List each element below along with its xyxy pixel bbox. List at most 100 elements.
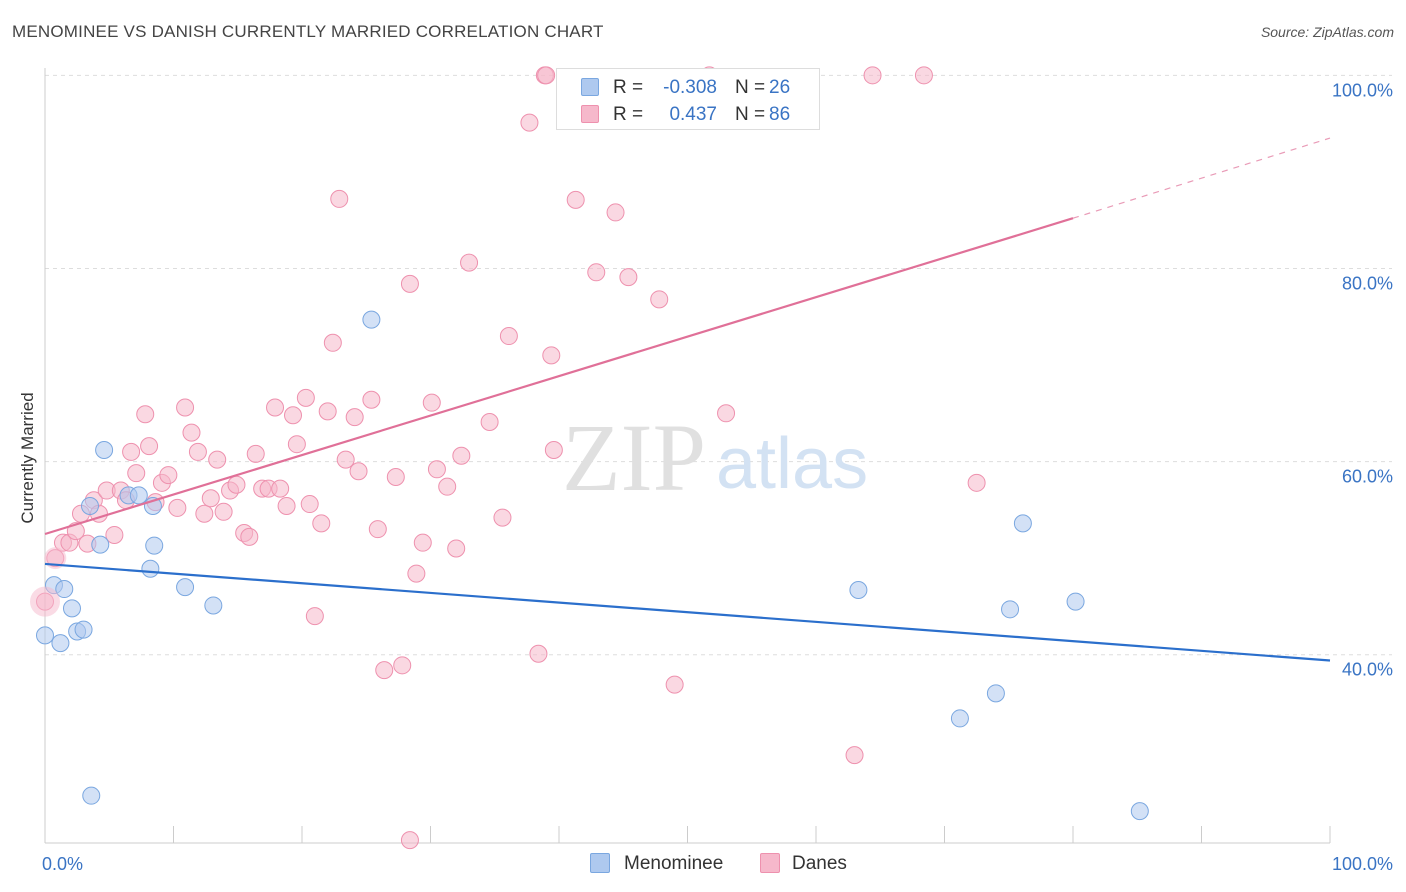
legend-r-label: R =	[613, 77, 644, 98]
danes-point	[240, 527, 259, 546]
danes-swatch	[760, 853, 780, 873]
danes-point	[447, 539, 466, 558]
danes-point	[375, 661, 394, 680]
danes-point	[413, 533, 432, 552]
danes-point	[168, 498, 187, 517]
menominee-point	[51, 634, 70, 653]
menominee-point	[55, 580, 74, 599]
x-tick-label: 0.0%	[42, 854, 83, 874]
danes-point	[914, 66, 933, 85]
danes-point	[136, 405, 155, 424]
danes-point	[460, 253, 479, 272]
danes-point	[122, 442, 141, 461]
danes-point	[105, 525, 124, 544]
legend-row-menominee: R = -0.308 N = 26	[557, 75, 819, 99]
danes-point	[438, 477, 457, 496]
menominee-point	[204, 596, 223, 615]
danes-point	[345, 408, 364, 427]
danes-point	[606, 203, 625, 222]
danes-point	[480, 412, 499, 431]
legend-n-label: N =	[735, 77, 766, 98]
watermark-zip: ZIP	[562, 404, 706, 511]
y-tick-label: 60.0%	[1342, 467, 1393, 487]
danes-point	[140, 437, 159, 456]
bottom-legend-label: Danes	[792, 853, 847, 874]
menominee-point	[82, 786, 101, 805]
menominee-trendline	[44, 562, 1331, 662]
danes-point	[300, 495, 319, 514]
danes-swatch	[581, 105, 599, 123]
menominee-point	[849, 581, 868, 600]
menominee-point	[62, 599, 81, 618]
danes-point	[386, 468, 405, 487]
danes-point	[544, 440, 563, 459]
danes-point	[195, 504, 214, 523]
danes-point	[336, 450, 355, 469]
bottom-legend-label: Menominee	[624, 853, 724, 874]
menominee-point	[74, 620, 93, 639]
danes-point	[967, 473, 986, 492]
trend-layer	[44, 137, 1331, 662]
danes-point	[407, 564, 426, 583]
danes-point	[499, 327, 518, 346]
menominee-swatch	[581, 78, 599, 96]
danes-point	[214, 502, 233, 521]
danes-point	[400, 831, 419, 850]
danes-point	[542, 346, 561, 365]
watermark: ZIP atlas	[562, 404, 868, 511]
points-layer	[30, 66, 1149, 850]
danes-point	[427, 460, 446, 479]
danes-point	[493, 508, 512, 527]
danes-point	[717, 404, 736, 423]
danes-point	[400, 274, 419, 293]
menominee-point	[36, 626, 54, 645]
legend-row-danes: R = 0.437 N = 86	[557, 102, 819, 126]
danes-point	[323, 333, 342, 352]
danes-point-large	[30, 586, 60, 617]
y-axis-label: Currently Married	[18, 392, 37, 523]
menominee-point	[91, 535, 110, 554]
legend-r-value: 0.437	[669, 104, 717, 125]
danes-point	[362, 390, 381, 409]
danes-point	[349, 462, 368, 481]
y-tick-label: 100.0%	[1332, 80, 1393, 100]
legend-n-value: 86	[769, 104, 791, 125]
menominee-swatch	[590, 853, 610, 873]
danes-point	[566, 190, 585, 209]
danes-point	[266, 398, 285, 417]
danes-point	[246, 444, 265, 463]
y-tick-label: 40.0%	[1342, 660, 1393, 680]
danes-point	[182, 423, 201, 442]
axes-layer	[44, 68, 1331, 844]
danes-point	[650, 290, 669, 309]
menominee-point	[141, 559, 160, 578]
danes-point	[393, 656, 412, 675]
danes-point	[201, 489, 220, 508]
danes-point	[188, 442, 207, 461]
danes-trendline	[44, 217, 1074, 536]
danes-point	[665, 675, 684, 694]
danes-point	[863, 66, 882, 85]
legend-n-value: 26	[769, 77, 791, 98]
menominee-point	[145, 536, 164, 555]
danes-point	[845, 746, 864, 765]
danes-point	[587, 263, 606, 282]
legend-r-label: R =	[613, 104, 644, 125]
menominee-point	[362, 310, 381, 329]
watermark-atlas: atlas	[716, 424, 868, 504]
danes-point	[176, 398, 195, 417]
menominee-point	[1066, 592, 1085, 611]
source-label: Source: ZipAtlas.com	[1260, 24, 1394, 40]
danes-point	[287, 435, 306, 454]
danes-point	[208, 450, 227, 469]
danes-point	[312, 514, 331, 533]
menominee-point	[950, 709, 969, 728]
menominee-point	[95, 440, 114, 459]
danes-point	[368, 520, 387, 539]
danes-point	[227, 475, 246, 494]
danes-point	[520, 113, 539, 132]
danes-point	[318, 402, 337, 421]
danes-point	[529, 644, 548, 663]
danes-point	[330, 189, 349, 208]
danes-point	[127, 464, 146, 483]
